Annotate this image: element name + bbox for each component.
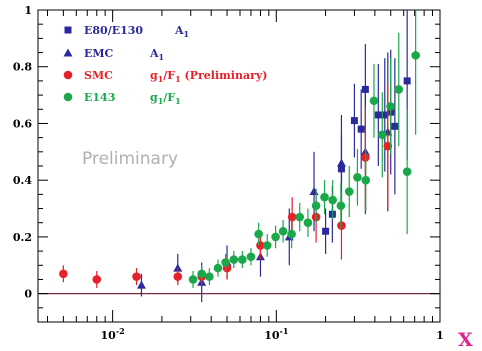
series-e80-e130: [322, 10, 411, 254]
data-point-e80-e130: [357, 125, 365, 133]
data-point-e143: [377, 130, 387, 140]
y-tick-label: 0: [24, 288, 32, 301]
data-point-e143: [246, 252, 256, 262]
x-tick-label: 1: [436, 329, 444, 342]
data-point-e143: [287, 229, 296, 239]
x-axis-title: X: [458, 329, 473, 351]
data-point-e143: [221, 258, 230, 267]
data-point-e143: [213, 263, 223, 273]
legend-label: E80/E130: [84, 24, 143, 37]
legend-entry-emc: EMC A1: [63, 47, 164, 62]
data-point-smc: [92, 275, 102, 284]
data-point-smc: [59, 269, 68, 279]
data-point-e143: [238, 255, 247, 264]
data-point-e143: [254, 229, 263, 239]
data-point-e143: [353, 173, 362, 182]
legend-entry-e80-e130: E80/E130 A1: [64, 24, 189, 39]
data-point-e143: [344, 187, 354, 196]
legend-marker: [64, 26, 72, 34]
data-point-e80-e130: [322, 227, 330, 235]
data-point-e143: [311, 201, 321, 211]
data-point-emc: [336, 158, 346, 167]
data-point-e143: [394, 85, 404, 94]
data-point-emc: [173, 263, 183, 272]
data-point-e143: [229, 255, 239, 264]
legend-label: SMC: [84, 69, 113, 82]
legend-quantity: A1: [174, 24, 189, 39]
legend-marker: [63, 48, 73, 57]
y-tick-label: 0.8: [13, 61, 32, 74]
preliminary-watermark: Preliminary: [82, 149, 178, 169]
data-point-e80-e130: [403, 77, 411, 85]
data-point-smc: [287, 212, 297, 222]
data-point-smc: [173, 272, 183, 281]
data-point-smc: [383, 141, 393, 151]
data-point-e143: [361, 175, 371, 185]
y-tick-label: 1: [24, 4, 32, 17]
data-point-e143: [386, 102, 395, 111]
data-point-e80-e130: [350, 117, 358, 125]
data-point-emc: [309, 187, 319, 196]
data-point-e143: [188, 275, 198, 284]
legend-quantity: g1/F1 (Preliminary): [150, 69, 267, 84]
data-point-e143: [328, 195, 337, 205]
data-point-e143: [271, 232, 280, 242]
x-tick-label: 10-1: [264, 326, 288, 342]
data-point-e143: [411, 51, 420, 60]
legend-label: E143: [84, 91, 115, 104]
legend-label: EMC: [84, 47, 114, 60]
data-point-e143: [369, 96, 379, 106]
data-point-e143: [303, 218, 313, 228]
data-point-e143: [336, 201, 346, 211]
data-point-smc: [132, 272, 141, 281]
legend-entry-smc: SMC g1/F1 (Preliminary): [63, 69, 267, 84]
legend-quantity: g1/F1: [150, 91, 181, 106]
legend-marker: [63, 92, 73, 102]
series-e143: [188, 10, 420, 288]
x-tick-label: 10-2: [101, 326, 125, 342]
data-point-e143: [320, 192, 329, 202]
data-point-e80-e130: [391, 122, 399, 130]
y-tick-label: 0.4: [13, 174, 32, 187]
legend-marker: [63, 70, 73, 80]
data-point-e143: [197, 269, 206, 279]
data-point-e80-e130: [381, 111, 389, 119]
legend-quantity: A1: [149, 47, 164, 62]
data-point-e143: [205, 272, 214, 281]
data-point-e143: [295, 212, 305, 222]
data-point-e143: [278, 226, 288, 236]
data-point-emc: [136, 280, 146, 289]
data-point-e143: [262, 241, 272, 250]
data-point-e80-e130: [374, 111, 382, 119]
y-tick-label: 0.6: [13, 117, 32, 130]
data-point-e143: [402, 167, 412, 176]
legend-entry-e143: E143 g1/F1: [63, 91, 181, 106]
y-tick-label: 0.2: [13, 231, 32, 244]
